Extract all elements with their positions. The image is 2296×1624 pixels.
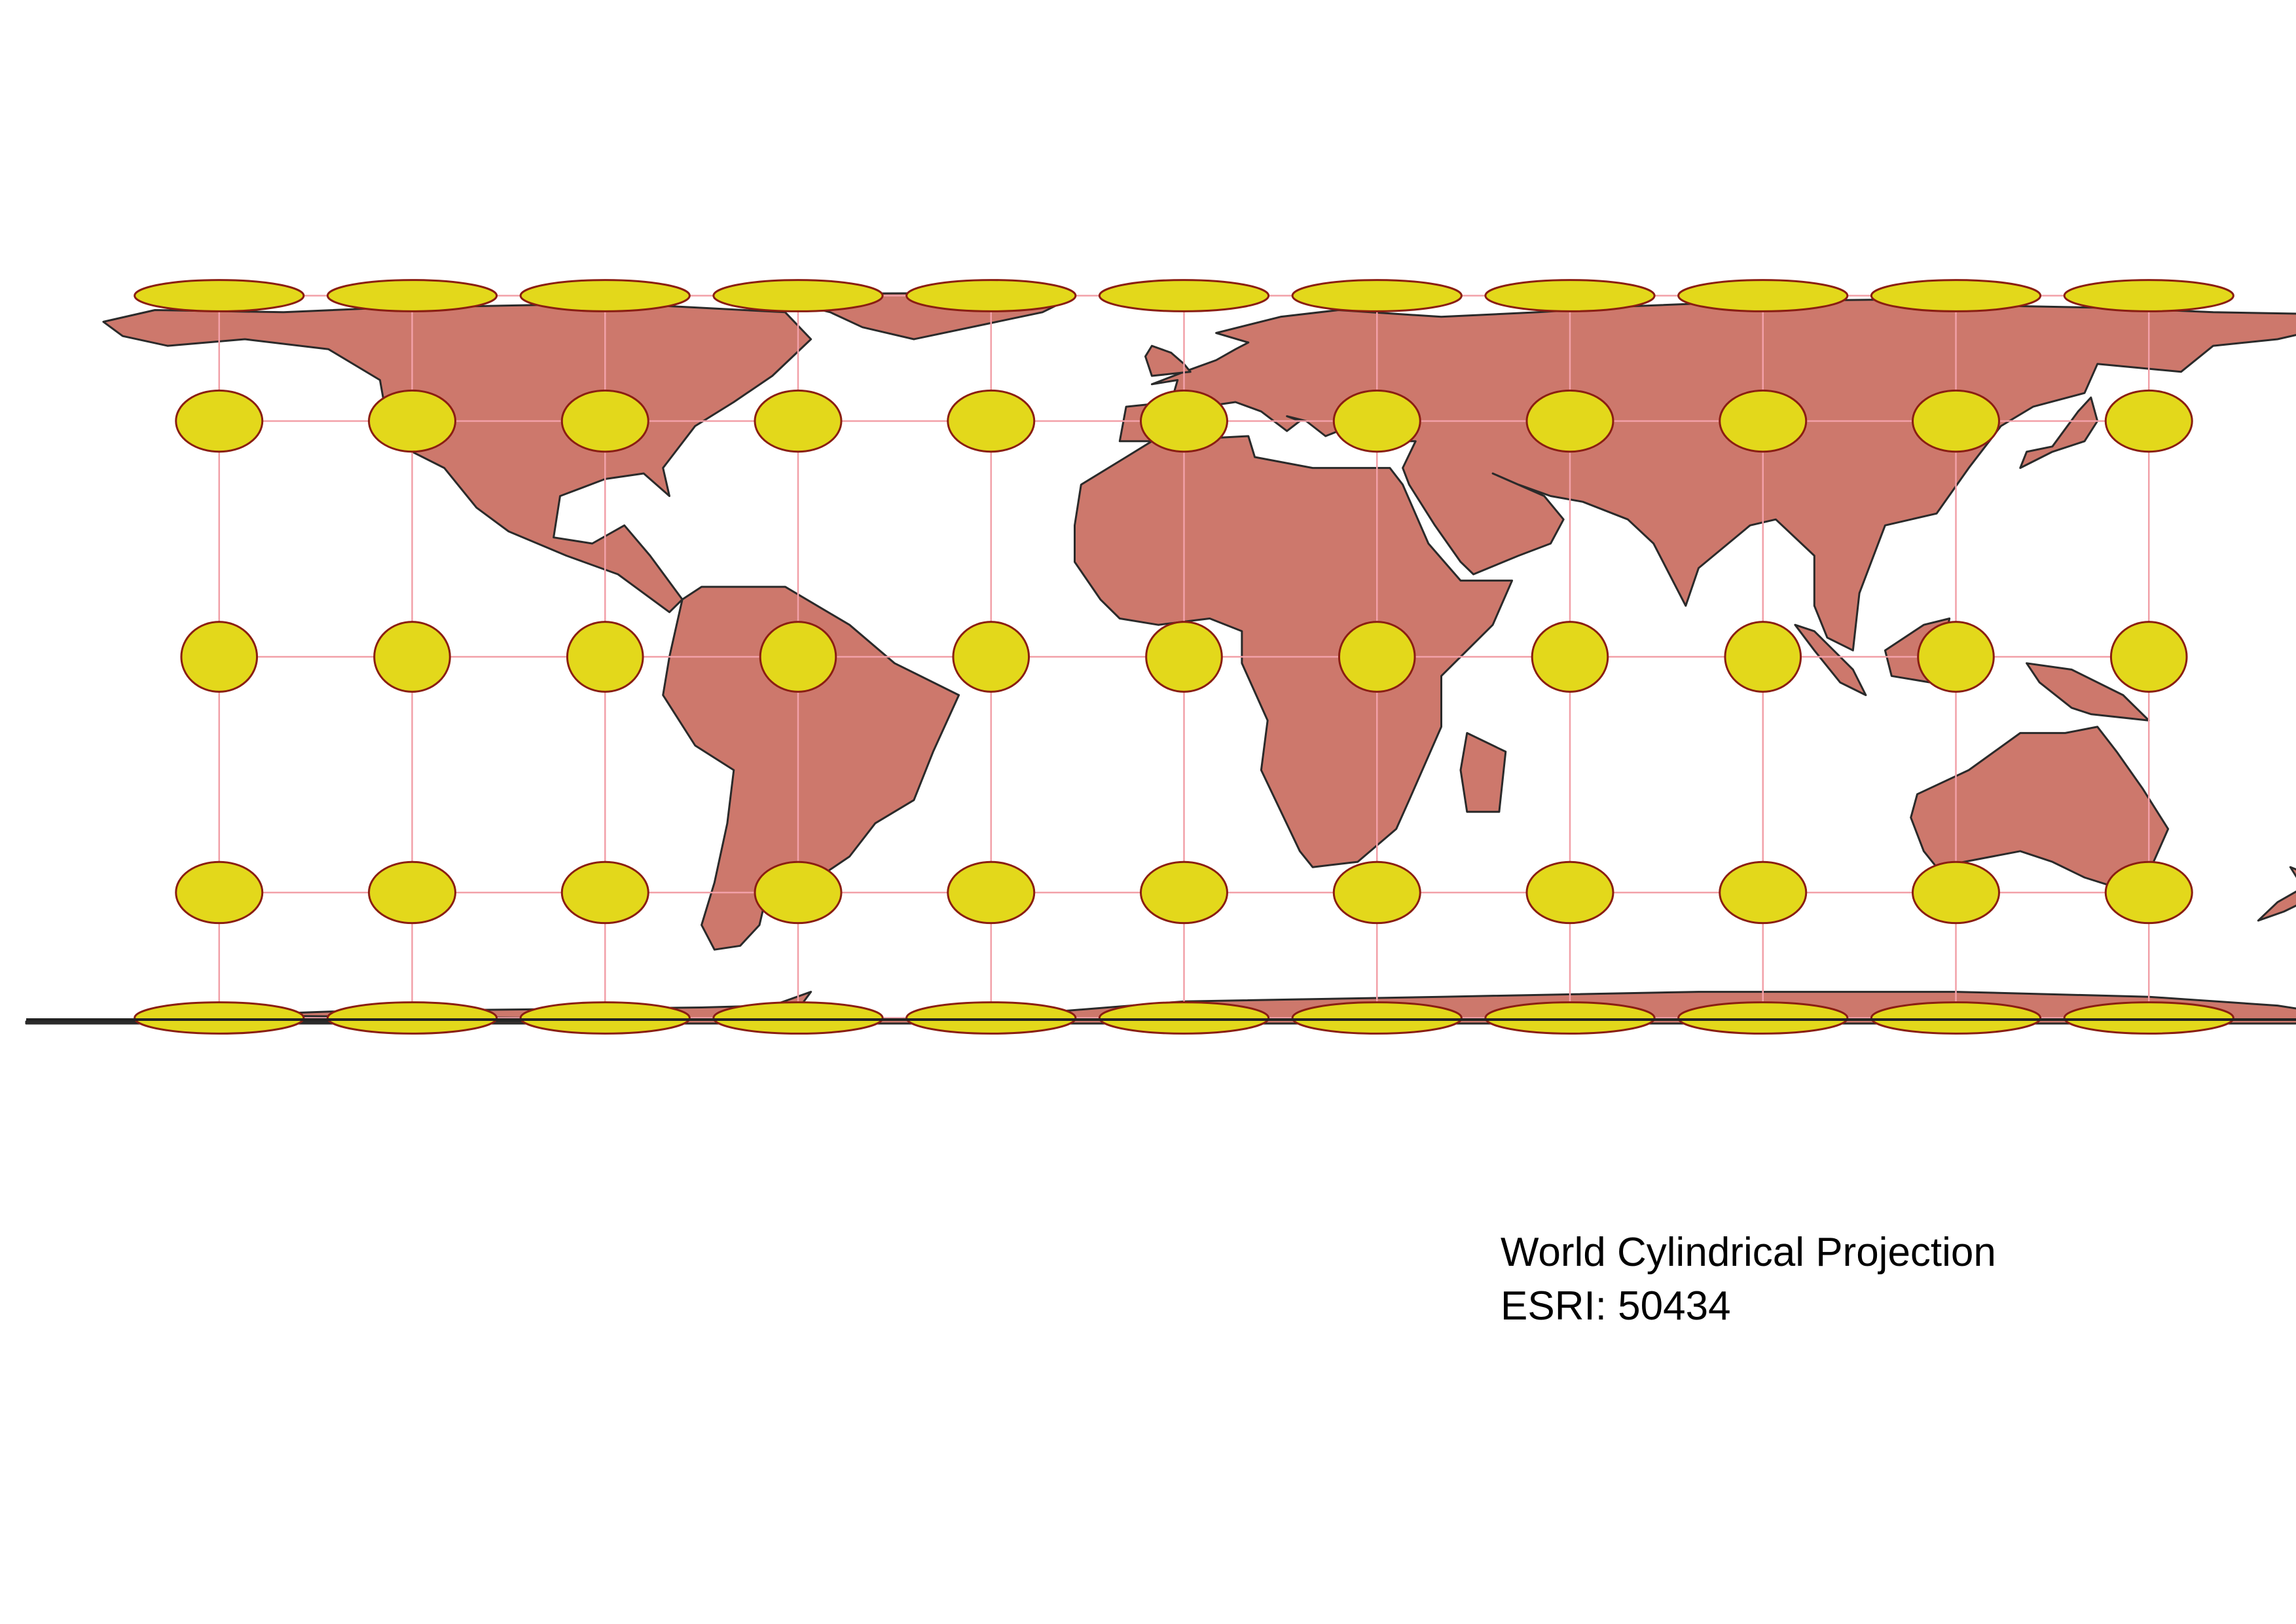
projection-code: ESRI: 50434 — [1501, 1283, 1731, 1329]
tissot-indicatrix — [712, 279, 884, 312]
projection-name: World Cylindrical Projection — [1501, 1230, 1996, 1275]
tissot-indicatrix — [1338, 621, 1416, 693]
tissot-indicatrix — [947, 389, 1036, 453]
tissot-indicatrix — [1677, 279, 1849, 312]
tissot-indicatrix — [368, 389, 456, 453]
tissot-indicatrix — [1870, 279, 2042, 312]
tissot-indicatrix — [1912, 860, 2000, 925]
tissot-indicatrix — [368, 860, 456, 925]
tissot-indicatrix — [759, 621, 837, 693]
tissot-indicatrix — [1484, 1001, 1656, 1035]
tissot-indicatrix — [905, 1001, 1077, 1035]
tissot-indicatrix — [1724, 621, 1802, 693]
tissot-indicatrix — [1145, 621, 1223, 693]
tissot-indicatrix — [519, 1001, 691, 1035]
tissot-indicatrix — [519, 279, 691, 312]
tissot-indicatrix — [754, 860, 843, 925]
tissot-indicatrix — [326, 1001, 498, 1035]
tissot-indicatrix — [326, 279, 498, 312]
map-caption: World Cylindrical Projection ESRI: 50434 — [1501, 1226, 1996, 1333]
tissot-indicatrix — [1291, 279, 1463, 312]
tissot-indicatrix — [1917, 621, 1995, 693]
tissot-indicatrix — [1140, 389, 1228, 453]
tissot-indicatrix — [1098, 1001, 1270, 1035]
tissot-indicatrix — [1525, 389, 1614, 453]
tissot-indicatrix — [1870, 1001, 2042, 1035]
tissot-indicatrix — [1098, 279, 1270, 312]
tissot-indicatrix — [1531, 621, 1609, 693]
tissot-indicatrix — [1332, 389, 1421, 453]
landmass-new-guinea — [2026, 662, 2150, 722]
tissot-indicatrix — [175, 389, 264, 453]
tissot-indicatrix — [2063, 279, 2234, 312]
tissot-indicatrix — [952, 621, 1030, 693]
tissot-indicatrix — [1140, 860, 1228, 925]
landmass-japan — [2019, 396, 2099, 470]
tissot-indicatrix — [134, 1001, 305, 1035]
tissot-indicatrix — [712, 1001, 884, 1035]
tissot-indicatrix — [2109, 621, 2188, 693]
landmass-great-britain — [1144, 344, 1192, 377]
tissot-indicatrix — [947, 860, 1036, 925]
indicatrix-layer — [134, 279, 2234, 1035]
tissot-indicatrix — [175, 860, 264, 925]
tissot-indicatrix — [560, 860, 649, 925]
tissot-indicatrix — [2063, 1001, 2234, 1035]
tissot-indicatrix — [1332, 860, 1421, 925]
tissot-indicatrix — [566, 621, 644, 693]
landmass-north-america — [102, 303, 812, 614]
tissot-indicatrix — [1525, 860, 1614, 925]
tissot-indicatrix — [1719, 860, 1808, 925]
tissot-indicatrix — [134, 279, 305, 312]
tissot-indicatrix — [1912, 389, 2000, 453]
tissot-indicatrix — [2104, 860, 2193, 925]
tissot-indicatrix — [560, 389, 649, 453]
landmass-madagascar — [1459, 731, 1507, 813]
tissot-indicatrix — [1719, 389, 1808, 453]
tissot-indicatrix — [2104, 389, 2193, 453]
tissot-indicatrix — [754, 389, 843, 453]
landmass-sumatra — [1794, 623, 1867, 696]
tissot-indicatrix — [180, 621, 259, 693]
landmass-new-zealand — [2257, 866, 2296, 922]
tissot-indicatrix — [373, 621, 451, 693]
tissot-indicatrix — [1484, 279, 1656, 312]
tissot-indicatrix — [1677, 1001, 1849, 1035]
tissot-indicatrix — [905, 279, 1077, 312]
tissot-indicatrix — [1291, 1001, 1463, 1035]
